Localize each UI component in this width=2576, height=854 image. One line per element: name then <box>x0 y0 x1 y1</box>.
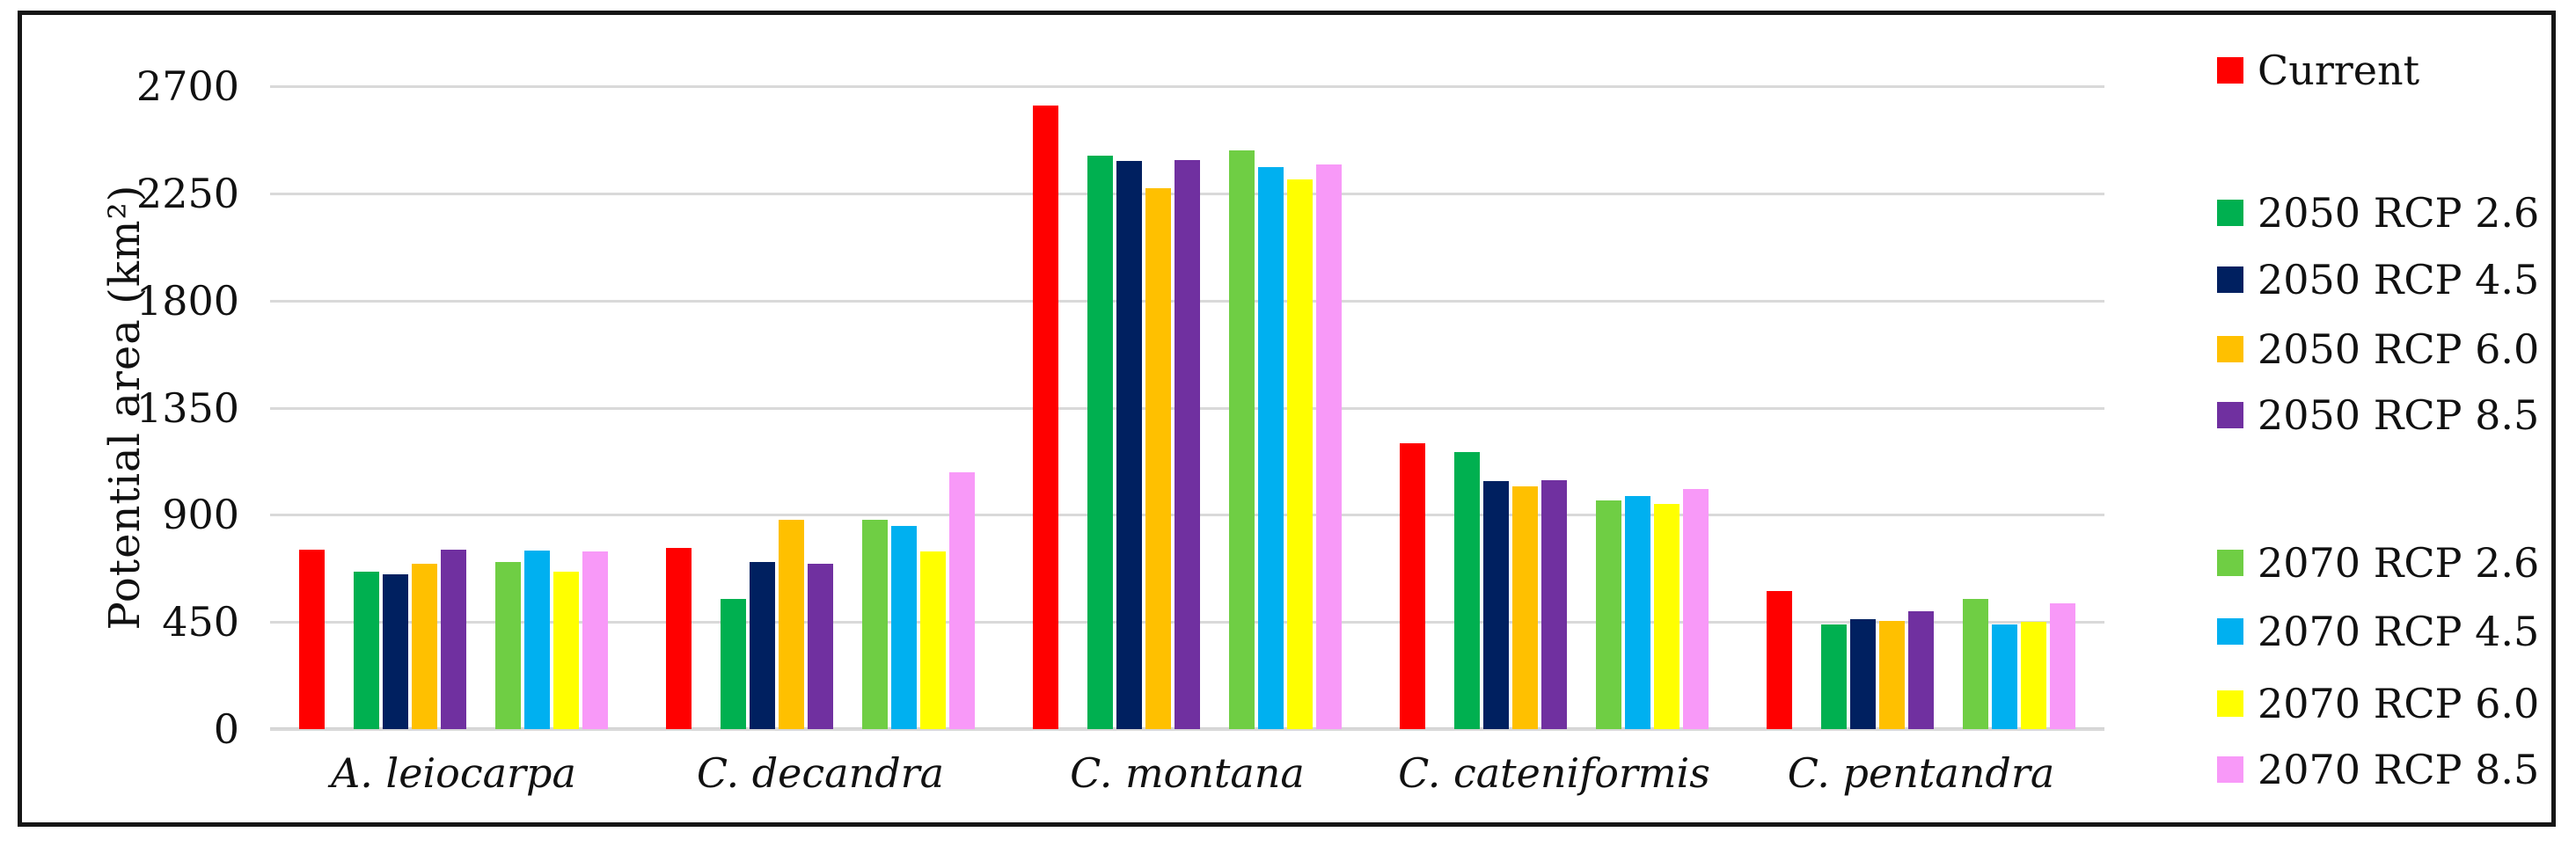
legend-label-2070-rcp-8-5: 2070 RCP 8.5 <box>2258 746 2540 793</box>
bar-2070-rcp-2-6-c-montana <box>1229 150 1255 729</box>
x-category-label-c-decandra: C. decandra <box>696 749 945 797</box>
legend-label-2050-rcp-8-5: 2050 RCP 8.5 <box>2258 391 2540 439</box>
legend-label-current: Current <box>2258 47 2420 94</box>
bar-current-c-decandra <box>666 548 692 729</box>
bar-2070-rcp-8-5-c-pentandra <box>2050 602 2075 729</box>
bar-2070-rcp-4-5-c-montana <box>1258 167 1284 729</box>
figure-border <box>18 11 2556 827</box>
plot-area <box>270 85 2104 731</box>
bar-2070-rcp-2-6-a-leiocarpa <box>495 562 521 729</box>
legend-item-2050-rcp-4-5: 2050 RCP 4.5 <box>2217 258 2539 302</box>
bar-2050-rcp-4-5-c-pentandra <box>1850 619 1876 729</box>
bar-2070-rcp-4-5-c-decandra <box>891 525 917 729</box>
x-category-label-a-leiocarpa: A. leiocarpa <box>331 749 576 797</box>
legend-label-2070-rcp-4-5: 2070 RCP 4.5 <box>2258 608 2540 655</box>
bar-group-c-pentandra <box>1738 86 2104 729</box>
legend-swatch-2070-rcp-8-5 <box>2217 756 2243 783</box>
y-tick-label-2250: 2250 <box>135 169 239 217</box>
legend-item-2070-rcp-6-0: 2070 RCP 6.0 <box>2217 682 2539 726</box>
y-tick-label-900: 900 <box>162 491 239 539</box>
legend-item-2050-rcp-6-0: 2050 RCP 6.0 <box>2217 327 2539 371</box>
bar-2050-rcp-2-6-c-decandra <box>721 599 746 729</box>
bar-2050-rcp-8-5-c-montana <box>1175 159 1200 729</box>
y-axis-tick-labels: 0 450 900 1350 1800 2250 2700 <box>0 66 239 749</box>
bar-2050-rcp-4-5-c-cateniformis <box>1483 481 1509 729</box>
legend-swatch-2050-rcp-8-5 <box>2217 402 2243 428</box>
legend-item-2070-rcp-4-5: 2070 RCP 4.5 <box>2217 609 2539 653</box>
bar-2070-rcp-6-0-c-decandra <box>920 551 946 729</box>
bar-2050-rcp-2-6-c-cateniformis <box>1454 451 1480 729</box>
bar-2050-rcp-2-6-c-pentandra <box>1821 624 1847 729</box>
legend-swatch-2070-rcp-2-6 <box>2217 550 2243 576</box>
legend-swatch-2070-rcp-4-5 <box>2217 618 2243 645</box>
bar-2050-rcp-8-5-c-cateniformis <box>1541 480 1567 729</box>
bar-2050-rcp-8-5-a-leiocarpa <box>441 549 466 729</box>
bar-2070-rcp-8-5-c-cateniformis <box>1683 488 1709 729</box>
legend-item-current: Current <box>2217 48 2419 92</box>
bar-2070-rcp-6-0-c-cateniformis <box>1654 504 1680 729</box>
legend-item-2070-rcp-8-5: 2070 RCP 8.5 <box>2217 748 2539 792</box>
legend-label-2050-rcp-6-0: 2050 RCP 6.0 <box>2258 325 2540 373</box>
y-tick-label-450: 450 <box>162 598 239 646</box>
gridline-0 <box>270 728 2104 731</box>
x-category-label-c-pentandra: C. pentandra <box>1787 749 2055 797</box>
bar-2050-rcp-6-0-c-pentandra <box>1879 620 1905 729</box>
bar-group-c-montana <box>1004 86 1371 729</box>
y-tick-label-1800: 1800 <box>135 276 239 325</box>
bar-2070-rcp-4-5-c-cateniformis <box>1625 495 1650 729</box>
bar-2050-rcp-4-5-a-leiocarpa <box>383 574 408 729</box>
legend-label-2050-rcp-4-5: 2050 RCP 4.5 <box>2258 256 2540 303</box>
bar-2070-rcp-2-6-c-decandra <box>862 519 888 729</box>
legend-swatch-2070-rcp-6-0 <box>2217 690 2243 717</box>
y-tick-label-0: 0 <box>213 705 239 753</box>
bar-2050-rcp-6-0-c-decandra <box>779 519 804 729</box>
bar-current-a-leiocarpa <box>299 549 325 729</box>
bar-group-a-leiocarpa <box>270 86 637 729</box>
bar-2050-rcp-8-5-c-pentandra <box>1908 610 1934 729</box>
bar-2070-rcp-6-0-a-leiocarpa <box>553 572 579 729</box>
bar-group-c-cateniformis <box>1371 86 1738 729</box>
bar-2070-rcp-8-5-a-leiocarpa <box>582 551 608 729</box>
y-tick-label-1350: 1350 <box>135 383 239 432</box>
bar-current-c-pentandra <box>1767 590 1792 729</box>
bar-2050-rcp-4-5-c-decandra <box>750 562 775 729</box>
bar-2070-rcp-6-0-c-montana <box>1287 179 1313 729</box>
x-category-label-c-montana: C. montana <box>1070 749 1305 797</box>
bar-2070-rcp-2-6-c-cateniformis <box>1596 500 1621 729</box>
bar-2050-rcp-6-0-c-montana <box>1145 188 1171 729</box>
bar-2070-rcp-4-5-a-leiocarpa <box>524 550 550 729</box>
bar-current-c-cateniformis <box>1400 443 1425 729</box>
legend-swatch-2050-rcp-6-0 <box>2217 336 2243 362</box>
bar-current-c-montana <box>1033 105 1058 729</box>
bar-2050-rcp-6-0-a-leiocarpa <box>412 563 437 729</box>
legend-item-2070-rcp-2-6: 2070 RCP 2.6 <box>2217 541 2539 585</box>
legend-item-2050-rcp-2-6: 2050 RCP 2.6 <box>2217 191 2539 235</box>
y-tick-label-2700: 2700 <box>135 62 239 110</box>
bar-2050-rcp-4-5-c-montana <box>1116 161 1142 729</box>
legend-swatch-2050-rcp-4-5 <box>2217 266 2243 293</box>
legend-swatch-2050-rcp-2-6 <box>2217 200 2243 226</box>
legend-label-2070-rcp-6-0: 2070 RCP 6.0 <box>2258 680 2540 727</box>
bar-2070-rcp-8-5-c-montana <box>1316 164 1342 729</box>
bar-2070-rcp-2-6-c-pentandra <box>1963 599 1988 729</box>
bar-2070-rcp-8-5-c-decandra <box>949 471 975 729</box>
legend-item-2050-rcp-8-5: 2050 RCP 8.5 <box>2217 393 2539 437</box>
legend-swatch-current <box>2217 57 2243 84</box>
bar-2050-rcp-2-6-c-montana <box>1087 155 1113 729</box>
bar-2070-rcp-4-5-c-pentandra <box>1992 624 2017 729</box>
legend-label-2050-rcp-2-6: 2050 RCP 2.6 <box>2258 189 2540 237</box>
bar-2050-rcp-8-5-c-decandra <box>808 563 833 729</box>
gridline-2700 <box>270 85 2104 88</box>
bar-2070-rcp-6-0-c-pentandra <box>2021 622 2046 729</box>
bar-2050-rcp-6-0-c-cateniformis <box>1512 485 1538 729</box>
bar-2050-rcp-2-6-a-leiocarpa <box>354 572 379 729</box>
bar-group-c-decandra <box>637 86 1004 729</box>
legend-label-2070-rcp-2-6: 2070 RCP 2.6 <box>2258 539 2540 587</box>
x-category-label-c-cateniformis: C. cateniformis <box>1398 749 1710 797</box>
